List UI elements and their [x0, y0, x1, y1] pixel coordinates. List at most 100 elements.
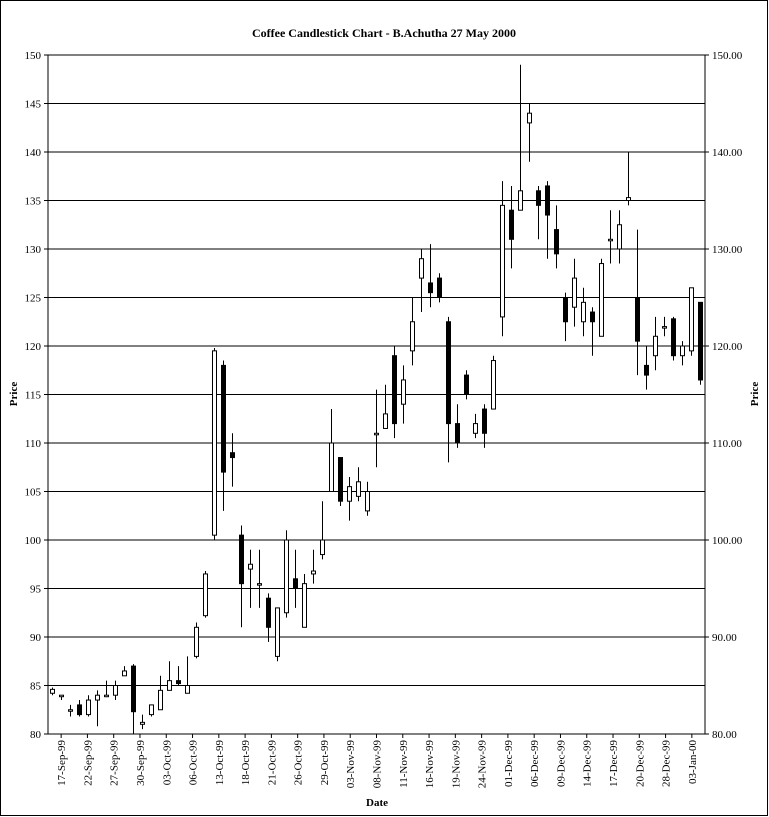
candle-body [347, 486, 352, 502]
y-axis-left-ticks: 80 85 90 95 100 105 110 115 120 125 130 135 140 145 15… [25, 50, 48, 741]
candle-body [77, 704, 82, 716]
candle-body [464, 374, 469, 396]
candle-body [176, 680, 181, 685]
candle-body [563, 297, 568, 323]
candle-body [50, 688, 55, 694]
candle-body [401, 379, 406, 405]
candle-body [428, 282, 433, 294]
x-tick-label: 27-Sep-99 [109, 740, 121, 786]
candle-body [446, 321, 451, 425]
y-left-tick-label: 110 [25, 438, 42, 450]
x-tick-label: 29-Oct-99 [319, 740, 331, 786]
candle-body [320, 539, 325, 556]
candle-body [329, 442, 334, 492]
candle-body [635, 297, 640, 342]
candle-body [554, 229, 559, 255]
x-tick-label: 22-Sep-99 [82, 740, 94, 786]
y-left-tick-label: 105 [25, 487, 42, 499]
candle-body [581, 301, 586, 323]
candle-body [689, 287, 694, 352]
y-left-tick-label: 85 [30, 681, 42, 693]
candle-body [527, 112, 532, 124]
x-tick-label: 18-Oct-99 [240, 740, 252, 786]
candle-body [104, 694, 109, 698]
y-left-tick-label: 115 [25, 390, 42, 402]
candle-body [95, 694, 100, 701]
x-tick-label: 17-Sep-99 [56, 740, 68, 786]
y-left-tick-label: 90 [30, 632, 42, 644]
x-tick-label: 28-Dec-99 [661, 740, 673, 788]
candle-body [293, 578, 298, 589]
candle-body [626, 197, 631, 201]
candle-body [590, 311, 595, 323]
y-left-tick-label: 95 [30, 584, 42, 596]
candle-body [131, 665, 136, 713]
candle-body [194, 626, 199, 657]
y-right-tick-label: 100.00 [712, 535, 743, 547]
candle-body [671, 318, 676, 357]
candle-body [86, 699, 91, 716]
x-axis-title: Date [366, 797, 388, 809]
y-axis-right-title: Price [749, 382, 761, 407]
candle-body [383, 413, 388, 429]
y-left-tick-label: 145 [25, 99, 42, 111]
x-tick-label: 16-Nov-99 [424, 740, 436, 789]
candle-body [437, 277, 442, 299]
x-tick-label: 06-Oct-99 [188, 740, 200, 786]
candle-body [221, 364, 226, 473]
candle-body [545, 185, 550, 216]
x-tick-label: 08-Nov-99 [372, 740, 384, 789]
x-tick-label: 17-Dec-99 [608, 740, 620, 788]
y-right-tick-label: 110.00 [712, 438, 742, 450]
candle-body [473, 423, 478, 434]
y-left-tick-label: 150 [25, 50, 42, 62]
x-tick-label: 21-Oct-99 [266, 740, 278, 786]
candle-body [167, 680, 172, 691]
candle-body [311, 570, 316, 575]
candle-body [230, 452, 235, 459]
y-axis-right-ticks: 80.00 90.00 100.00 110.00 120.00 130.00 140.00… [705, 50, 743, 741]
candle-body [122, 670, 127, 677]
y-left-tick-label: 80 [30, 729, 42, 741]
candle-body [419, 258, 424, 279]
y-left-tick-label: 100 [25, 535, 42, 547]
candle-body [509, 209, 514, 240]
y-left-tick-label: 135 [25, 196, 42, 208]
candle-body [284, 539, 289, 614]
candle-body [203, 573, 208, 617]
x-tick-label: 19-Nov-99 [450, 740, 462, 789]
candle-body [482, 408, 487, 434]
y-left-tick-label: 140 [25, 147, 42, 159]
candle-body [365, 491, 370, 512]
candle-body [572, 277, 577, 308]
candle-body [653, 335, 658, 357]
candle-body [617, 224, 622, 250]
candle-body [185, 685, 190, 694]
candle-body [140, 721, 145, 725]
candle-body [239, 534, 244, 585]
x-axis-ticks: 17-Sep-99 22-Sep-99 27-Sep-99 30-Sep-99 03-O… [56, 734, 699, 788]
candle-body [356, 481, 361, 497]
candle-body [410, 321, 415, 352]
candles [50, 64, 703, 734]
candle-body [59, 694, 64, 698]
candle-body [536, 190, 541, 206]
candle-body [644, 364, 649, 376]
x-tick-label: 30-Sep-99 [135, 740, 147, 786]
y-left-tick-label: 125 [25, 293, 42, 305]
y-right-tick-label: 80.00 [712, 729, 737, 741]
y-right-tick-label: 130.00 [712, 244, 743, 256]
x-tick-label: 09-Dec-99 [555, 740, 567, 788]
x-tick-label: 06-Dec-99 [529, 740, 541, 788]
y-left-tick-label: 130 [25, 244, 42, 256]
candle-body [491, 360, 496, 410]
candle-body [518, 190, 523, 211]
candle-body [248, 563, 253, 570]
x-tick-label: 01-Dec-99 [503, 740, 515, 788]
candle-body [266, 597, 271, 628]
candle-body [338, 457, 343, 502]
x-tick-label: 03-Nov-99 [345, 740, 357, 789]
candle-body [68, 709, 73, 712]
